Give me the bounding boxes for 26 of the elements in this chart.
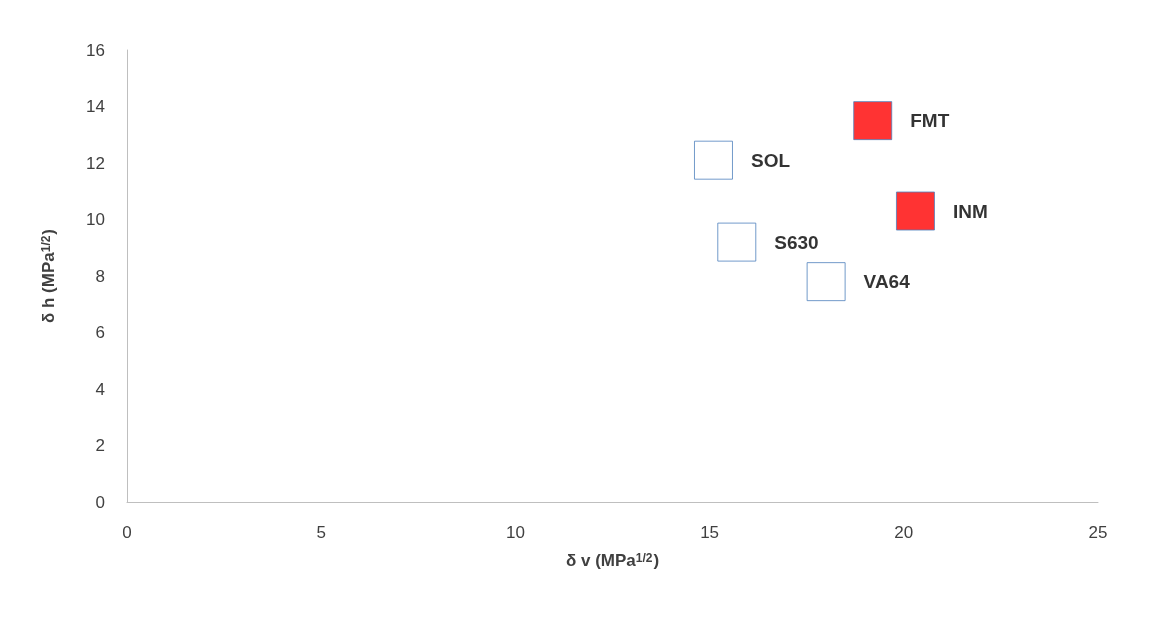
y-tick-label: 10 bbox=[86, 210, 105, 229]
point bbox=[693, 140, 733, 180]
y-tick-label: 0 bbox=[95, 492, 105, 512]
y-tick-label: 12 bbox=[86, 153, 105, 173]
y-tick-label: 4 bbox=[95, 379, 105, 399]
series-label: S630 bbox=[774, 231, 819, 253]
point bbox=[717, 222, 757, 262]
point bbox=[806, 262, 846, 302]
y-tick-label: 8 bbox=[95, 266, 105, 286]
series-label: INM bbox=[952, 200, 988, 222]
x-tick-label: 0 bbox=[122, 523, 132, 542]
x-tick-label: 20 bbox=[894, 523, 914, 542]
y-tick-label: 2 bbox=[95, 436, 105, 455]
y-tick-label: 6 bbox=[95, 323, 105, 342]
series-label: SOL bbox=[750, 149, 791, 171]
x-tick-label: 15 bbox=[700, 523, 720, 542]
x-tick-label: 25 bbox=[1088, 523, 1108, 542]
point bbox=[853, 101, 893, 141]
y-axis-title: δ h (MPa1/2) bbox=[39, 228, 58, 324]
series-label: VA64 bbox=[863, 271, 911, 293]
point bbox=[895, 191, 935, 231]
x-tick-label: 10 bbox=[505, 523, 525, 542]
y-tick-label: 16 bbox=[86, 40, 105, 60]
x-tick-label: 5 bbox=[316, 523, 326, 542]
series-label: FMT bbox=[910, 110, 950, 132]
y-tick-label: 14 bbox=[86, 97, 105, 116]
